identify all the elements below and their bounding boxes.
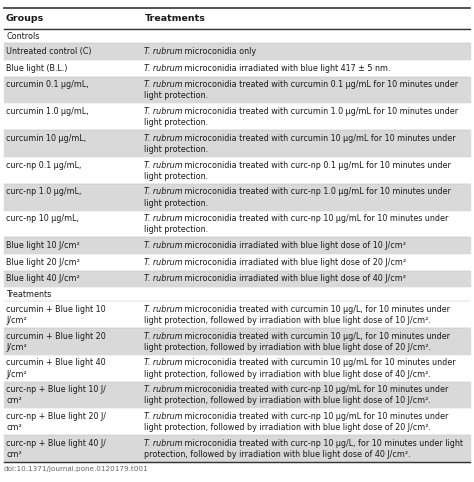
Text: curc-np 0.1 μg/mL,: curc-np 0.1 μg/mL, <box>7 161 82 170</box>
Bar <box>4 77 470 104</box>
Text: Treatments: Treatments <box>7 290 52 299</box>
Text: microconidia treated with curc-np 1.0 μg/mL for 10 minutes under: microconidia treated with curc-np 1.0 μg… <box>182 187 451 196</box>
Text: Untreated control (C): Untreated control (C) <box>7 47 92 56</box>
Bar <box>4 60 470 77</box>
Bar <box>4 287 470 301</box>
Text: curc-np + Blue light 40 J/: curc-np + Blue light 40 J/ <box>7 439 106 448</box>
Text: curcumin + Blue light 20: curcumin + Blue light 20 <box>7 332 106 341</box>
Text: light protection, followed by irradiation with blue light dose of 20 J/cm².: light protection, followed by irradiatio… <box>144 423 431 432</box>
Text: microconidia irradiated with blue light 417 ± 5 nm.: microconidia irradiated with blue light … <box>182 64 391 73</box>
Text: curcumin 1.0 μg/mL,: curcumin 1.0 μg/mL, <box>7 107 89 116</box>
Text: T. rubrum: T. rubrum <box>144 258 182 267</box>
Text: T. rubrum: T. rubrum <box>144 305 182 314</box>
Text: T. rubrum: T. rubrum <box>144 47 182 56</box>
Bar <box>4 211 470 238</box>
Text: light protection.: light protection. <box>144 172 208 181</box>
Text: microconidia treated with curcumin 0.1 μg/mL for 10 minutes under: microconidia treated with curcumin 0.1 μ… <box>182 80 458 89</box>
Text: microconidia treated with curcumin 1.0 μg/mL for 10 minutes under: microconidia treated with curcumin 1.0 μ… <box>182 107 458 116</box>
Text: Groups: Groups <box>6 14 44 23</box>
Text: T. rubrum: T. rubrum <box>144 134 182 143</box>
Text: curc-np + Blue light 10 J/: curc-np + Blue light 10 J/ <box>7 385 106 394</box>
Bar <box>4 382 470 408</box>
Text: microconidia treated with curc-np 10 μg/mL for 10 minutes under: microconidia treated with curc-np 10 μg/… <box>182 412 449 421</box>
Text: Blue light 40 J/cm²: Blue light 40 J/cm² <box>7 274 80 283</box>
Text: cm²: cm² <box>7 396 22 405</box>
Text: light protection, followed by irradiation with blue light dose of 40 J/cm².: light protection, followed by irradiatio… <box>144 370 431 378</box>
Text: cm²: cm² <box>7 450 22 459</box>
Text: curcumin + Blue light 10: curcumin + Blue light 10 <box>7 305 106 314</box>
Text: microconidia treated with curc-np 10 μg/mL for 10 minutes under: microconidia treated with curc-np 10 μg/… <box>182 385 449 394</box>
Text: light protection.: light protection. <box>144 225 208 234</box>
Bar <box>4 328 470 355</box>
Text: curc-np 1.0 μg/mL,: curc-np 1.0 μg/mL, <box>7 187 82 196</box>
Text: Blue light 20 J/cm²: Blue light 20 J/cm² <box>7 258 81 267</box>
Text: light protection.: light protection. <box>144 199 208 208</box>
Text: microconidia treated with curcumin 10 μg/L, for 10 minutes under: microconidia treated with curcumin 10 μg… <box>182 332 450 341</box>
Text: cm²: cm² <box>7 423 22 432</box>
Text: microconidia treated with curc-np 0.1 μg/mL for 10 minutes under: microconidia treated with curc-np 0.1 μg… <box>182 161 451 170</box>
Text: light protection.: light protection. <box>144 118 208 127</box>
Text: J/cm²: J/cm² <box>7 370 27 378</box>
Text: T. rubrum: T. rubrum <box>144 385 182 394</box>
Text: J/cm²: J/cm² <box>7 343 27 352</box>
Text: T. rubrum: T. rubrum <box>144 80 182 89</box>
Bar <box>4 104 470 130</box>
Text: microconidia irradiated with blue light dose of 20 J/cm²: microconidia irradiated with blue light … <box>182 258 407 267</box>
Text: microconidia only: microconidia only <box>182 47 256 56</box>
Text: T. rubrum: T. rubrum <box>144 107 182 116</box>
Text: T. rubrum: T. rubrum <box>144 64 182 73</box>
Text: T. rubrum: T. rubrum <box>144 274 182 283</box>
Text: T. rubrum: T. rubrum <box>144 332 182 341</box>
Bar <box>4 435 470 462</box>
Text: microconidia treated with curcumin 10 μg/mL for 10 minutes under: microconidia treated with curcumin 10 μg… <box>182 134 456 143</box>
Text: curcumin + Blue light 40: curcumin + Blue light 40 <box>7 358 106 367</box>
Text: curc-np 10 μg/mL,: curc-np 10 μg/mL, <box>7 214 79 223</box>
Bar <box>4 184 470 211</box>
Text: T. rubrum: T. rubrum <box>144 358 182 367</box>
Text: T. rubrum: T. rubrum <box>144 412 182 421</box>
Bar <box>4 29 470 43</box>
Text: J/cm²: J/cm² <box>7 316 27 325</box>
Text: Blue light 10 J/cm²: Blue light 10 J/cm² <box>7 241 80 250</box>
Bar <box>4 355 470 382</box>
Text: curcumin 10 μg/mL,: curcumin 10 μg/mL, <box>7 134 87 143</box>
Text: Treatments: Treatments <box>145 14 205 23</box>
Text: microconidia irradiated with blue light dose of 40 J/cm²: microconidia irradiated with blue light … <box>182 274 407 283</box>
Bar <box>4 408 470 435</box>
Text: T. rubrum: T. rubrum <box>144 214 182 223</box>
Text: microconidia treated with curc-np 10 μg/L, for 10 minutes under light: microconidia treated with curc-np 10 μg/… <box>182 439 464 448</box>
Text: T. rubrum: T. rubrum <box>144 187 182 196</box>
Text: light protection, followed by irradiation with blue light dose of 20 J/cm².: light protection, followed by irradiatio… <box>144 343 431 352</box>
Bar <box>4 157 470 184</box>
Text: Blue light (B.L.): Blue light (B.L.) <box>7 64 68 73</box>
Text: curcumin 0.1 μg/mL,: curcumin 0.1 μg/mL, <box>7 80 89 89</box>
Text: light protection, followed by irradiation with blue light dose of 10 J/cm².: light protection, followed by irradiatio… <box>144 396 431 405</box>
Bar <box>4 8 470 29</box>
Text: T. rubrum: T. rubrum <box>144 241 182 250</box>
Text: curc-np + Blue light 20 J/: curc-np + Blue light 20 J/ <box>7 412 107 421</box>
Text: T. rubrum: T. rubrum <box>144 161 182 170</box>
Text: light protection.: light protection. <box>144 91 208 100</box>
Bar <box>4 43 470 60</box>
Text: microconidia treated with curc-np 10 μg/mL for 10 minutes under: microconidia treated with curc-np 10 μg/… <box>182 214 449 223</box>
Bar <box>4 130 470 157</box>
Text: T. rubrum: T. rubrum <box>144 439 182 448</box>
Bar <box>4 254 470 271</box>
Bar <box>4 301 470 328</box>
Text: protection, followed by irradiation with blue light dose of 40 J/cm².: protection, followed by irradiation with… <box>144 450 410 459</box>
Text: Controls: Controls <box>7 32 40 41</box>
Text: light protection.: light protection. <box>144 145 208 154</box>
Bar <box>4 238 470 254</box>
Bar <box>4 271 470 287</box>
Text: doi:10.1371/journal.pone.0120179.t001: doi:10.1371/journal.pone.0120179.t001 <box>4 466 149 472</box>
Text: microconidia irradiated with blue light dose of 10 J/cm²: microconidia irradiated with blue light … <box>182 241 407 250</box>
Text: microconidia treated with curcumin 10 μg/mL for 10 minutes under: microconidia treated with curcumin 10 μg… <box>182 358 456 367</box>
Text: light protection, followed by irradiation with blue light dose of 10 J/cm².: light protection, followed by irradiatio… <box>144 316 431 325</box>
Text: microconidia treated with curcumin 10 μg/L, for 10 minutes under: microconidia treated with curcumin 10 μg… <box>182 305 450 314</box>
